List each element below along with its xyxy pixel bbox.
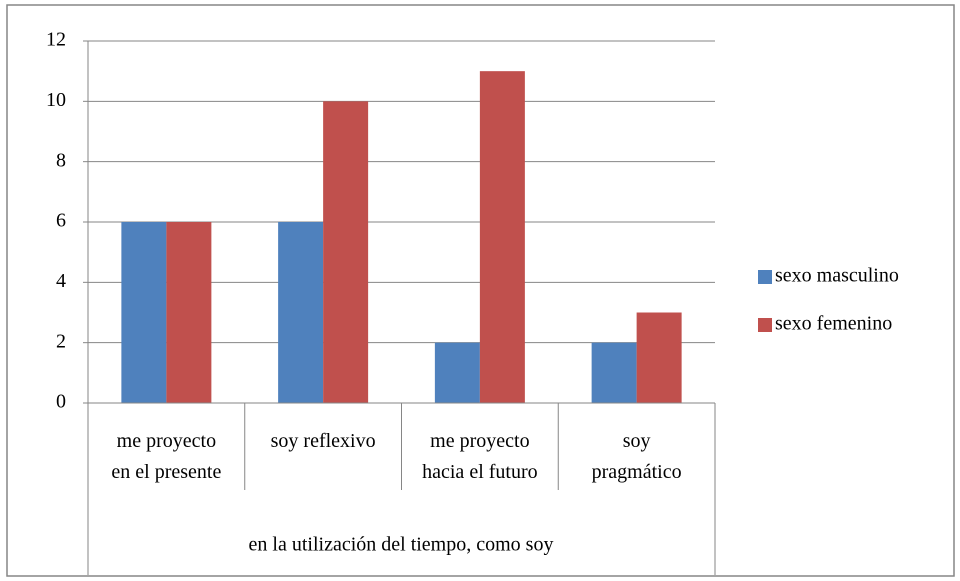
x-tick-label: soy pragmático — [592, 430, 682, 483]
x-tick-label-line: soy — [623, 430, 651, 452]
legend-label: sexo femenino — [775, 313, 892, 335]
bar — [278, 222, 324, 403]
y-tick-label: 8 — [56, 149, 66, 171]
y-tick-label: 10 — [46, 89, 66, 111]
x-tick-label-line: me proyecto — [430, 430, 529, 452]
x-axis-label: en la utilización del tiempo, como soy — [249, 534, 554, 556]
y-tick-label: 12 — [46, 29, 66, 51]
x-tick-label-line: hacia el futuro — [422, 461, 538, 483]
bar — [121, 222, 167, 403]
x-tick-label-line: me proyecto — [117, 430, 216, 452]
x-tick-label-line: en el presente — [111, 461, 221, 483]
x-tick-label: soy reflexivo — [271, 430, 376, 452]
bar — [323, 101, 369, 403]
x-tick-label-line: soy reflexivo — [271, 430, 376, 452]
bar — [591, 342, 637, 403]
bar — [166, 222, 212, 403]
x-tick-label: me proyecto hacia el futuro — [422, 430, 538, 483]
bar — [636, 312, 682, 403]
y-tick-label: 4 — [56, 270, 66, 292]
bar — [434, 342, 480, 403]
y-tick-label: 2 — [56, 330, 66, 352]
y-tick-label: 6 — [56, 210, 66, 232]
legend-label: sexo masculino — [775, 265, 899, 287]
y-tick-label: 0 — [56, 391, 66, 413]
bar — [479, 71, 525, 404]
legend-swatch — [758, 318, 772, 332]
legend-swatch — [758, 270, 772, 284]
x-tick-label: me proyecto en el presente — [111, 430, 221, 483]
x-tick-label-line: pragmático — [592, 461, 682, 483]
